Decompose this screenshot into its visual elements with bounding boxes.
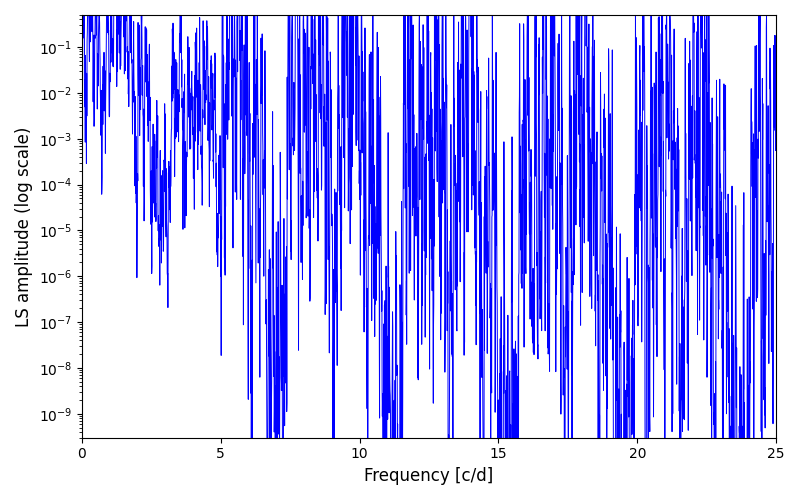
Y-axis label: LS amplitude (log scale): LS amplitude (log scale) [15, 126, 33, 326]
X-axis label: Frequency [c/d]: Frequency [c/d] [364, 467, 494, 485]
